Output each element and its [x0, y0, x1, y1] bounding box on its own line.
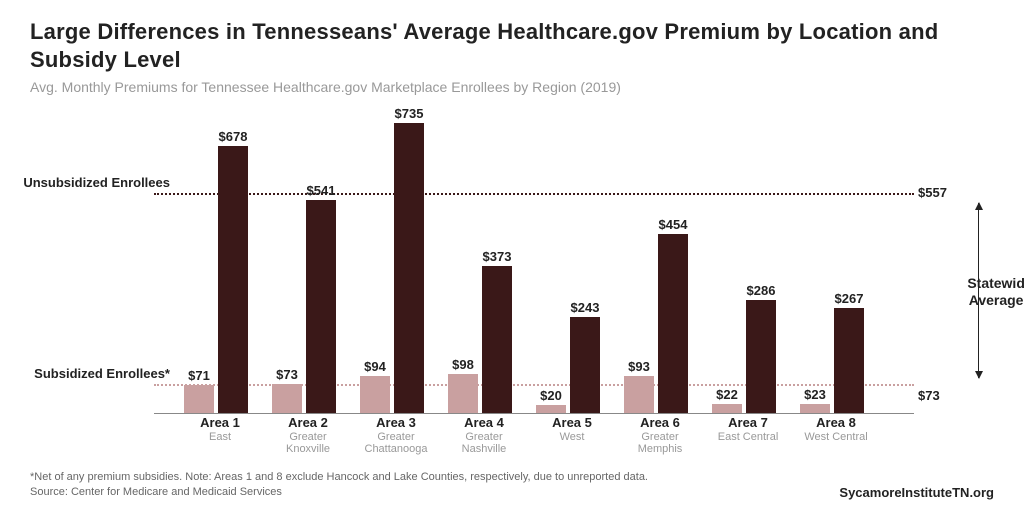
- bar-label-subsidized: $20: [531, 388, 571, 403]
- x-axis-label: Area 5West: [532, 415, 612, 443]
- x-axis-baseline: [154, 413, 914, 414]
- bar-unsubsidized: [306, 200, 336, 413]
- bar-label-subsidized: $23: [795, 387, 835, 402]
- x-axis-label: Area 3Greater Chattanooga: [356, 415, 436, 455]
- footnote: *Net of any premium subsidies. Note: Are…: [30, 470, 648, 500]
- chart-title: Large Differences in Tennesseans' Averag…: [30, 18, 994, 73]
- x-axis-region: East Central: [708, 431, 788, 443]
- x-axis-region: West Central: [796, 431, 876, 443]
- statewide-unsubsidized-value: $557: [918, 185, 947, 200]
- bar-unsubsidized: [746, 300, 776, 413]
- bar-subsidized: [448, 374, 478, 413]
- unsubsidized-series-label: Unsubsidized Enrollees: [0, 175, 170, 190]
- bar-label-unsubsidized: $243: [565, 300, 605, 315]
- source-link: SycamoreInstituteTN.org: [839, 485, 994, 500]
- x-axis-area: Area 5: [532, 415, 612, 430]
- x-axis-region: Greater Knoxville: [268, 431, 348, 455]
- bar-subsidized: [184, 385, 214, 413]
- statewide-averages-label: StatewideAverages: [960, 275, 1024, 309]
- bar-label-unsubsidized: $373: [477, 249, 517, 264]
- bar-plot: $71$678Area 1East$73$541Area 2Greater Kn…: [180, 103, 880, 413]
- refline-subsidized: [154, 384, 914, 386]
- bar-label-subsidized: $22: [707, 387, 747, 402]
- x-axis-area: Area 2: [268, 415, 348, 430]
- x-axis-label: Area 4Greater Nashville: [444, 415, 524, 455]
- bar-label-unsubsidized: $454: [653, 217, 693, 232]
- x-axis-label: Area 8West Central: [796, 415, 876, 443]
- bar-subsidized: [624, 376, 654, 413]
- bar-label-unsubsidized: $735: [389, 106, 429, 121]
- bar-label-subsidized: $93: [619, 359, 659, 374]
- bar-unsubsidized: [218, 146, 248, 414]
- chart-area: Unsubsidized Enrollees Subsidized Enroll…: [30, 103, 994, 443]
- bar-subsidized: [272, 384, 302, 413]
- x-axis-region: Greater Chattanooga: [356, 431, 436, 455]
- bar-unsubsidized: [394, 123, 424, 413]
- bar-unsubsidized: [482, 266, 512, 413]
- bar-subsidized: [536, 405, 566, 413]
- bar-subsidized: [800, 404, 830, 413]
- bar-label-unsubsidized: $678: [213, 129, 253, 144]
- x-axis-area: Area 4: [444, 415, 524, 430]
- x-axis-area: Area 7: [708, 415, 788, 430]
- refline-unsubsidized: [154, 193, 914, 195]
- x-axis-label: Area 2Greater Knoxville: [268, 415, 348, 455]
- x-axis-area: Area 8: [796, 415, 876, 430]
- subsidized-series-label: Subsidized Enrollees*: [0, 366, 170, 381]
- x-axis-region: Greater Nashville: [444, 431, 524, 455]
- chart-subtitle: Avg. Monthly Premiums for Tennessee Heal…: [30, 79, 994, 95]
- x-axis-area: Area 6: [620, 415, 700, 430]
- chart-page: Large Differences in Tennesseans' Averag…: [0, 0, 1024, 512]
- bar-unsubsidized: [834, 308, 864, 413]
- x-axis-label: Area 6Greater Memphis: [620, 415, 700, 455]
- x-axis-region: Greater Memphis: [620, 431, 700, 455]
- x-axis-region: East: [180, 431, 260, 443]
- bar-label-subsidized: $98: [443, 357, 483, 372]
- x-axis-area: Area 3: [356, 415, 436, 430]
- x-axis-label: Area 1East: [180, 415, 260, 443]
- bar-subsidized: [712, 404, 742, 413]
- bar-unsubsidized: [658, 234, 688, 413]
- bar-label-subsidized: $73: [267, 367, 307, 382]
- statewide-subsidized-value: $73: [918, 388, 940, 403]
- bar-label-subsidized: $71: [179, 368, 219, 383]
- bar-label-unsubsidized: $267: [829, 291, 869, 306]
- bar-unsubsidized: [570, 317, 600, 413]
- bar-label-unsubsidized: $286: [741, 283, 781, 298]
- bar-subsidized: [360, 376, 390, 413]
- footnote-line1: *Net of any premium subsidies. Note: Are…: [30, 470, 648, 485]
- bar-label-unsubsidized: $541: [301, 183, 341, 198]
- footnote-line2: Source: Center for Medicare and Medicaid…: [30, 485, 648, 500]
- x-axis-label: Area 7East Central: [708, 415, 788, 443]
- x-axis-area: Area 1: [180, 415, 260, 430]
- bar-label-subsidized: $94: [355, 359, 395, 374]
- x-axis-region: West: [532, 431, 612, 443]
